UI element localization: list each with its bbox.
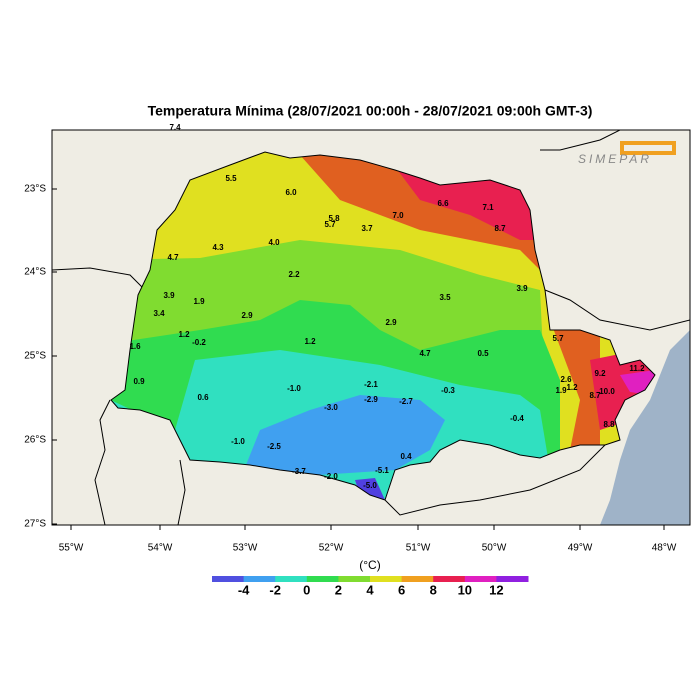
map-area: SIMEPAR: [52, 130, 690, 525]
lat-label: 26°S: [24, 435, 46, 446]
station-value: 8.7: [589, 391, 601, 400]
station-value: 6.0: [285, 188, 297, 197]
lon-label: 50°W: [482, 543, 507, 554]
colorbar-swatch: [212, 576, 245, 582]
station-value: -0.4: [510, 414, 524, 423]
station-value: -3.7: [292, 467, 306, 476]
lat-label: 24°S: [24, 267, 46, 278]
station-value: 11.2: [629, 364, 645, 373]
station-value: 8.8: [603, 420, 615, 429]
colorbar-swatch: [306, 576, 339, 582]
station-value: 4.3: [212, 243, 224, 252]
station-value: 5.7: [552, 334, 564, 343]
station-value: 2.6: [560, 375, 572, 384]
colorbar-label: -4: [238, 582, 250, 597]
station-value: 4.7: [419, 349, 431, 358]
station-value: -0.3: [441, 386, 455, 395]
station-value: 6.6: [437, 199, 449, 208]
station-value: -2.1: [364, 380, 378, 389]
station-value: -1.0: [287, 384, 301, 393]
colorbar-label: 12: [489, 582, 503, 597]
station-value: 1.2: [566, 383, 578, 392]
station-value: 0.6: [197, 393, 209, 402]
logo: SIMEPAR: [578, 152, 652, 166]
colorbar-swatch: [370, 576, 403, 582]
lon-label: 49°W: [568, 543, 593, 554]
colorbar-swatch: [275, 576, 308, 582]
station-value: -2.9: [364, 395, 378, 404]
station-value: 5.7: [324, 220, 336, 229]
lon-label: 54°W: [148, 543, 173, 554]
station-value: 8.7: [494, 224, 506, 233]
colorbar-swatch: [464, 576, 497, 582]
station-value: 3.5: [439, 293, 451, 302]
station-value: 1.9: [555, 386, 567, 395]
station-value: -5.1: [375, 466, 389, 475]
station-value: -2.7: [399, 397, 413, 406]
lon-label: 52°W: [319, 543, 344, 554]
colorbar-label: 0: [303, 582, 310, 597]
station-value: 1.2: [304, 337, 316, 346]
station-value: 9.2: [594, 369, 606, 378]
lon-label: 48°W: [652, 543, 677, 554]
station-value: 3.4: [153, 309, 165, 318]
map-title: Temperatura Mínima (28/07/2021 00:00h - …: [148, 103, 593, 119]
colorbar-unit: (°C): [359, 558, 380, 572]
station-value: -5.0: [363, 481, 377, 490]
station-value: -0.2: [192, 338, 206, 347]
station-value: 4.0: [268, 238, 280, 247]
station-value: 2.9: [241, 311, 253, 320]
colorbar-swatch: [243, 576, 276, 582]
station-value: 0.4: [400, 452, 412, 461]
station-value: 1.9: [193, 297, 205, 306]
station-value: 3.9: [516, 284, 528, 293]
map-frame: [51, 129, 691, 526]
station-value: 4.7: [167, 253, 179, 262]
station-value: 5.5: [225, 174, 237, 183]
colorbar-label: 8: [430, 582, 437, 597]
colorbar-label: 2: [335, 582, 342, 597]
colorbar-label: 6: [398, 582, 405, 597]
station-value: 3.7: [361, 224, 373, 233]
station-value: 7.1: [482, 203, 494, 212]
station-value: 7.0: [392, 211, 404, 220]
lon-label: 53°W: [233, 543, 258, 554]
station-value: -2.5: [267, 442, 281, 451]
lat-label: 27°S: [24, 519, 46, 530]
station-value: 0.9: [133, 377, 145, 386]
station-value: -3.0: [324, 403, 338, 412]
colorbar-swatch: [496, 576, 529, 582]
lon-label: 55°W: [59, 543, 84, 554]
lon-label: 51°W: [406, 543, 431, 554]
lat-label: 25°S: [24, 351, 46, 362]
station-value: 0.5: [477, 349, 489, 358]
lat-label: 23°S: [24, 184, 46, 195]
station-value: -1.0: [231, 437, 245, 446]
station-value: 5.8: [328, 214, 340, 223]
station-value: 2.2: [288, 270, 300, 279]
station-value: 3.9: [163, 291, 175, 300]
colorbar-swatch: [338, 576, 371, 582]
station-value: 1.2: [178, 330, 190, 339]
colorbar-swatch: [433, 576, 466, 582]
colorbar-label: 10: [458, 582, 472, 597]
colorbar-label: -2: [269, 582, 281, 597]
station-value: 1.6: [129, 342, 141, 351]
colorbar-label: 4: [366, 582, 374, 597]
station-value: -2.0: [324, 472, 338, 481]
station-value: 10.0: [599, 387, 615, 396]
station-value: 7.4: [169, 123, 181, 132]
station-value: 2.9: [385, 318, 397, 327]
colorbar-swatch: [401, 576, 434, 582]
